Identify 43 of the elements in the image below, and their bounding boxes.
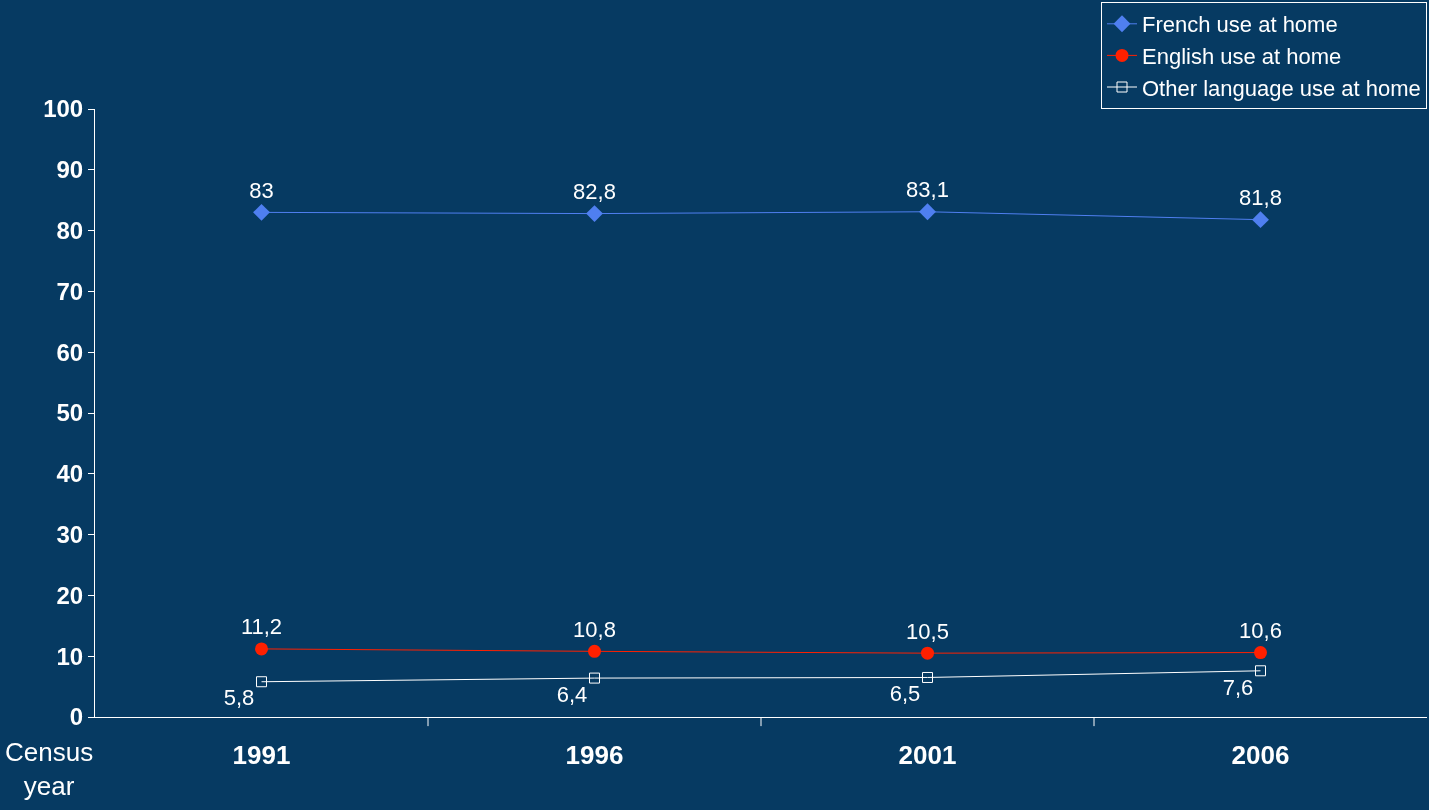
y-tick-label: 10 bbox=[56, 642, 84, 670]
data-label: 10,8 bbox=[573, 616, 616, 642]
y-tick-label: 100 bbox=[43, 95, 84, 123]
data-label: 83,1 bbox=[906, 177, 949, 203]
y-tick-label: 60 bbox=[56, 338, 84, 366]
y-tick-label: 90 bbox=[56, 156, 84, 184]
data-label: 83 bbox=[249, 177, 274, 203]
point bbox=[1252, 211, 1269, 229]
point bbox=[255, 642, 268, 656]
point bbox=[253, 203, 270, 221]
data-label: 10,5 bbox=[906, 618, 949, 644]
x-tick-label: 1991 bbox=[232, 740, 291, 771]
data-label: 5,8 bbox=[223, 685, 255, 711]
point bbox=[589, 672, 600, 684]
y-tick-label: 0 bbox=[69, 703, 84, 731]
data-label: 6,4 bbox=[556, 681, 588, 707]
y-tick-label: 40 bbox=[56, 460, 84, 488]
y-tick-label: 50 bbox=[56, 399, 84, 427]
data-label: 6,5 bbox=[889, 681, 921, 707]
y-tick-label: 20 bbox=[56, 581, 84, 609]
y-tick-label: 70 bbox=[56, 277, 84, 305]
point bbox=[586, 205, 603, 223]
legend-label: English use at home bbox=[1142, 43, 1342, 69]
data-label: 7,6 bbox=[1222, 674, 1254, 700]
legend-label: Other language use at home bbox=[1142, 75, 1421, 101]
legend-label: French use at home bbox=[1142, 12, 1338, 38]
point bbox=[1254, 646, 1267, 660]
x-tick-label: 1996 bbox=[565, 740, 624, 771]
point bbox=[921, 646, 934, 660]
point bbox=[919, 203, 936, 221]
point bbox=[922, 671, 933, 683]
point bbox=[256, 676, 267, 688]
y-tick-label: 80 bbox=[56, 217, 84, 244]
point bbox=[1255, 665, 1266, 677]
data-label: 11,2 bbox=[240, 614, 283, 640]
x-axis-title: Census year bbox=[5, 737, 94, 801]
point bbox=[588, 644, 601, 658]
y-tick-label: 30 bbox=[56, 521, 84, 548]
data-label: 10,6 bbox=[1239, 617, 1282, 643]
data-label: 81,8 bbox=[1239, 185, 1282, 211]
x-tick-label: 2006 bbox=[1231, 740, 1290, 771]
x-tick-label: 2001 bbox=[898, 740, 957, 771]
data-label: 82,8 bbox=[573, 178, 616, 204]
